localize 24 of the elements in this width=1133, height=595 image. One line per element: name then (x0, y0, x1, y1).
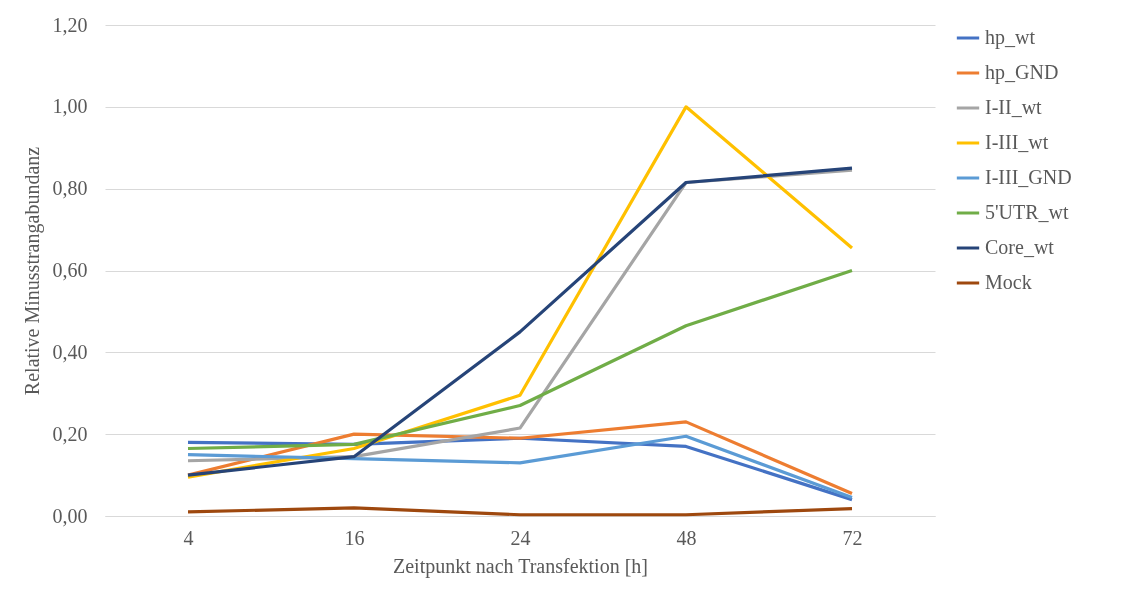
y-tick-label: 0,40 (52, 340, 88, 363)
legend-label: I-III_wt (985, 131, 1049, 153)
legend-label: I-III_GND (985, 166, 1072, 188)
x-axis-title: Zeitpunkt nach Transfektion [h] (393, 554, 648, 578)
legend-label: hp_wt (985, 26, 1036, 49)
x-tick-label: 48 (676, 526, 697, 549)
line-series (186, 506, 854, 517)
line-series (186, 268, 854, 451)
x-tick-label: 16 (344, 526, 365, 549)
x-tick-label: 4 (183, 526, 194, 549)
x-tick-label: 72 (842, 526, 863, 549)
legend-label: 5'UTR_wt (985, 201, 1070, 223)
y-tick-label: 1,20 (52, 13, 88, 36)
legend-label: Mock (985, 271, 1032, 293)
legend-label: Core_wt (985, 236, 1055, 258)
y-tick-label: 0,60 (52, 259, 88, 281)
y-tick-label: 0,80 (52, 177, 88, 200)
y-tick-label: 0,00 (52, 504, 88, 527)
legend-label: hp_GND (985, 61, 1059, 84)
x-tick-label: 24 (510, 526, 531, 549)
y-axis-title: Relative Minusstrangabundanz (20, 146, 44, 396)
legend-label: I-II_wt (985, 96, 1043, 118)
y-tick-label: 1,00 (52, 95, 88, 118)
y-tick-label: 0,20 (52, 422, 88, 445)
